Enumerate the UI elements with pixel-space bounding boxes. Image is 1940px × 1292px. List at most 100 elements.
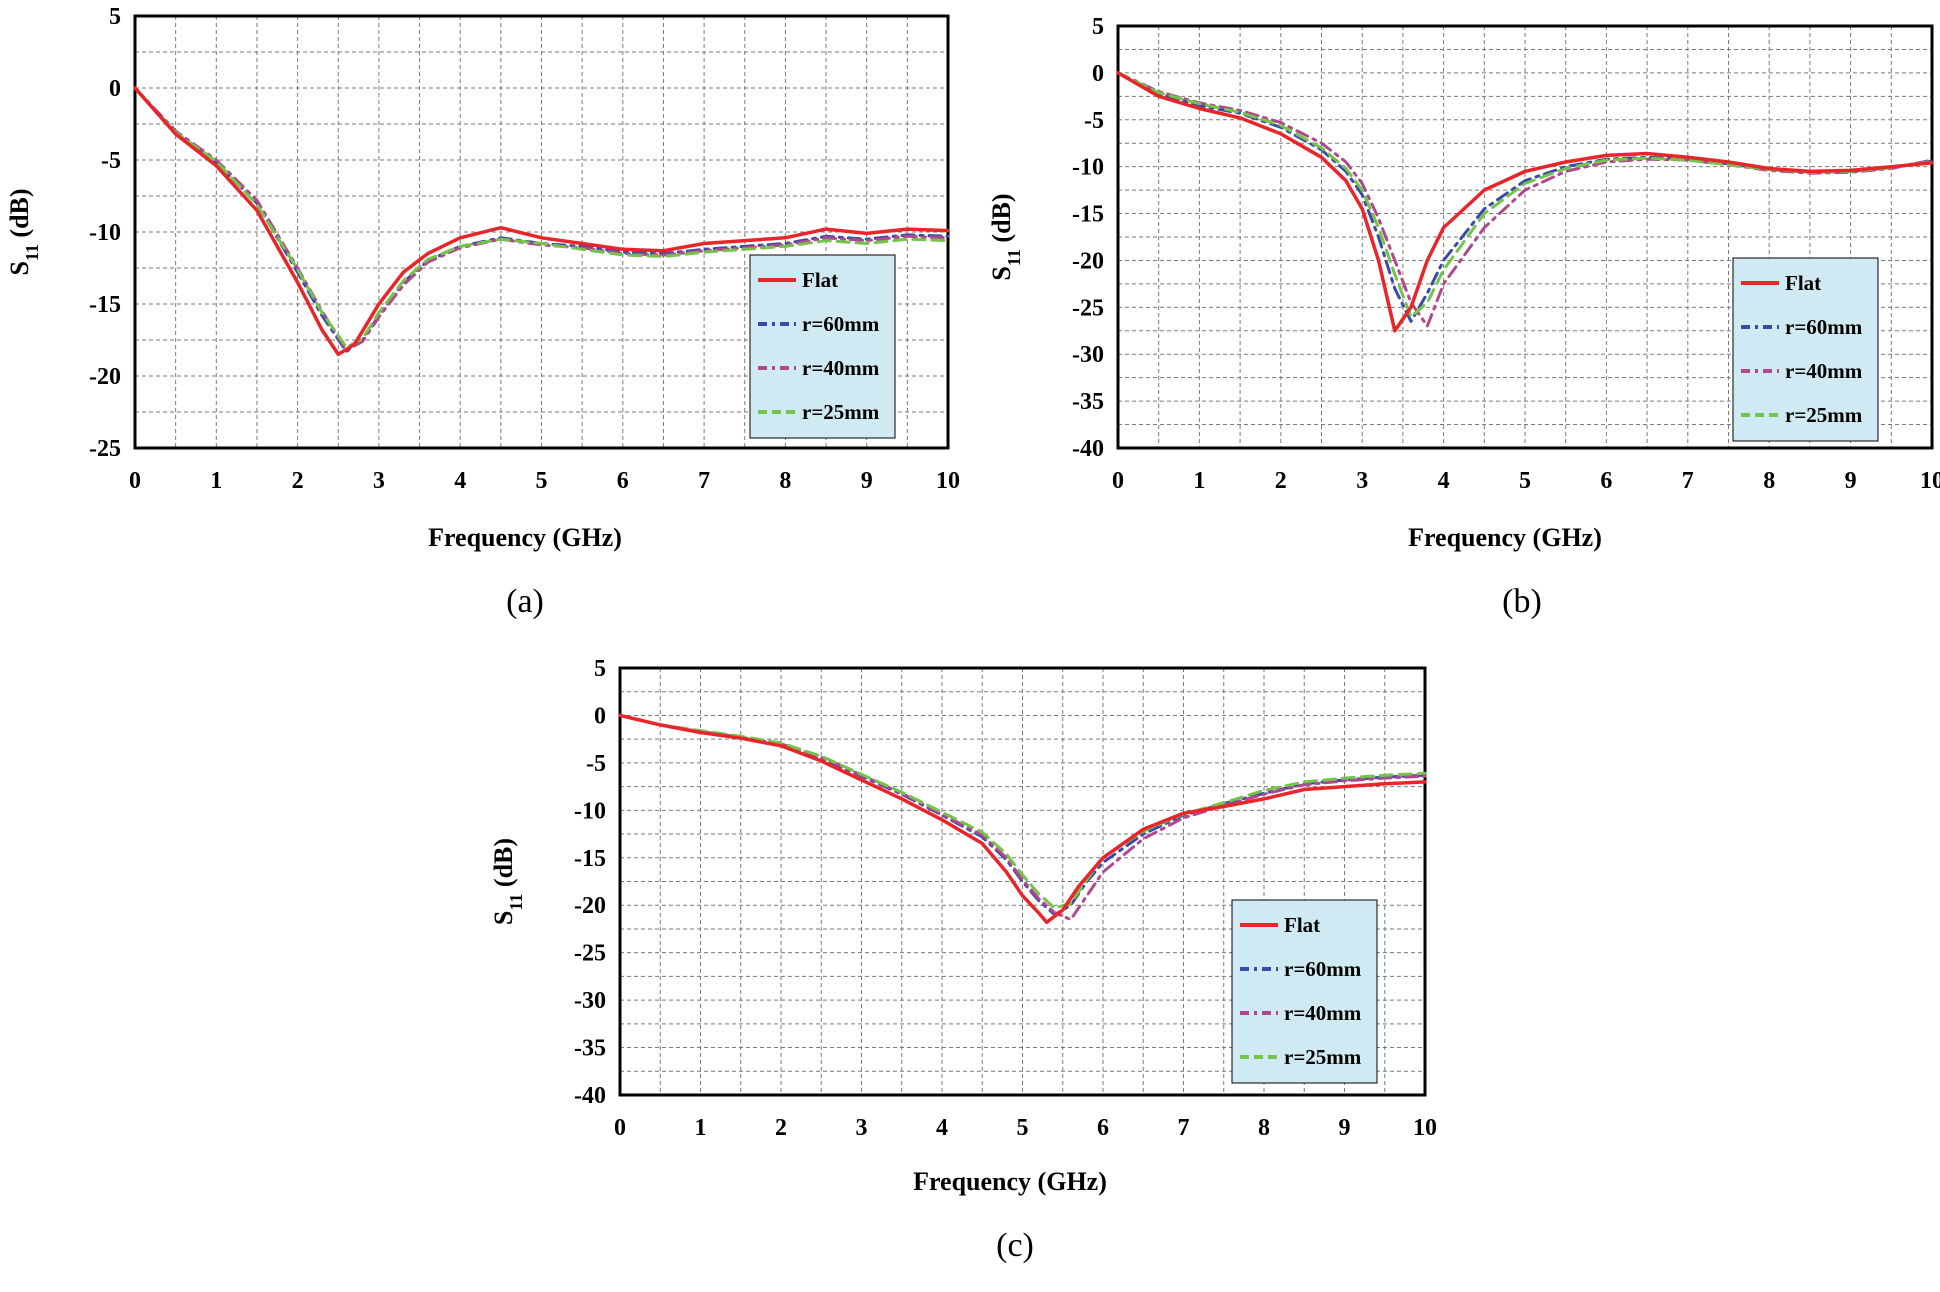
chart-panel-c: 5 0 -5 -10 -15 -20 -25 -30 -35 -40 0 1 2 3 4 5 6 7 8 9 10 Fre… bbox=[489, 656, 1437, 1264]
series-line-flat bbox=[1116, 71, 1934, 333]
x-tick-label: 2 bbox=[292, 468, 304, 494]
y-tick-label: -20 bbox=[89, 364, 121, 390]
x-tick-label: 1 bbox=[210, 468, 222, 494]
y-axis-title: S11 (dB) bbox=[5, 188, 42, 275]
x-tick-label: 10 bbox=[1413, 1115, 1437, 1141]
y-axis-title-main: S bbox=[489, 911, 518, 925]
y-axis-title-unit: (dB) bbox=[987, 193, 1016, 249]
y-tick-label: -5 bbox=[1084, 108, 1104, 134]
x-tick-label: 6 bbox=[1097, 1115, 1109, 1141]
x-axis-title: Frequency (GHz) bbox=[913, 1167, 1107, 1196]
y-tick-label: 5 bbox=[594, 656, 606, 682]
series-line-flat bbox=[618, 713, 1427, 925]
series-line-flat bbox=[133, 86, 950, 357]
legend-label: r=25mm bbox=[1284, 1045, 1362, 1069]
x-tick-label: 10 bbox=[1920, 468, 1940, 494]
x-tick-label: 3 bbox=[856, 1115, 868, 1141]
x-tick-label: 7 bbox=[698, 468, 710, 494]
y-tick-label: -5 bbox=[586, 751, 606, 777]
y-tick-label: -30 bbox=[574, 988, 606, 1014]
x-tick-label: 9 bbox=[1845, 468, 1857, 494]
x-tick-label: 8 bbox=[1763, 468, 1775, 494]
x-tick-label: 8 bbox=[779, 468, 791, 494]
x-tick-label: 5 bbox=[536, 468, 548, 494]
x-tick-label: 4 bbox=[1438, 468, 1450, 494]
panel-caption: (b) bbox=[1502, 583, 1542, 620]
series-line-r-25mm bbox=[133, 86, 950, 349]
y-tick-label: -30 bbox=[1072, 342, 1104, 368]
legend-label: r=25mm bbox=[802, 400, 880, 424]
y-tick-label: -10 bbox=[1072, 155, 1104, 181]
y-axis-title-sub: 11 bbox=[506, 894, 526, 911]
y-tick-label: -25 bbox=[574, 941, 606, 967]
series-line-r-25mm bbox=[618, 713, 1427, 910]
plot-frame bbox=[618, 666, 1427, 1097]
legend-label: r=40mm bbox=[1284, 1001, 1362, 1025]
x-tick-label: 4 bbox=[936, 1115, 948, 1141]
series-line-r-40mm bbox=[1116, 71, 1934, 328]
plot-frame bbox=[1116, 24, 1934, 450]
legend-label: r=60mm bbox=[1785, 315, 1863, 339]
x-tick-label: 0 bbox=[614, 1115, 626, 1141]
y-tick-label: -10 bbox=[89, 220, 121, 246]
x-tick-label: 6 bbox=[1600, 468, 1612, 494]
legend: Flat r=60mm r=40mm r=25mm bbox=[1231, 899, 1378, 1084]
x-tick-label: 2 bbox=[775, 1115, 787, 1141]
y-tick-label: 0 bbox=[1092, 61, 1104, 87]
x-tick-label: 0 bbox=[129, 468, 141, 494]
panel-caption: (a) bbox=[506, 583, 544, 620]
x-tick-label: 7 bbox=[1178, 1115, 1190, 1141]
y-tick-label: -15 bbox=[89, 292, 121, 318]
x-tick-label: 8 bbox=[1258, 1115, 1270, 1141]
x-axis-title: Frequency (GHz) bbox=[428, 523, 622, 552]
x-tick-label: 5 bbox=[1519, 468, 1531, 494]
x-tick-label: 4 bbox=[454, 468, 466, 494]
x-tick-label: 9 bbox=[1339, 1115, 1351, 1141]
y-tick-label: -20 bbox=[1072, 248, 1104, 274]
y-tick-label: -20 bbox=[574, 893, 606, 919]
y-tick-label: -25 bbox=[89, 436, 121, 462]
legend-label: r=60mm bbox=[1284, 957, 1362, 981]
x-tick-label: 0 bbox=[1112, 468, 1124, 494]
legend-label: r=40mm bbox=[802, 356, 880, 380]
legend-label: Flat bbox=[1284, 913, 1320, 937]
y-axis-title-main: S bbox=[5, 261, 34, 275]
y-tick-label: -15 bbox=[574, 846, 606, 872]
chart-panel-a: 5 0 -5 -10 -15 -20 -25 0 1 2 3 4 5 6 7 8 9 10 Frequency (G… bbox=[5, 4, 960, 620]
y-tick-label: -35 bbox=[574, 1036, 606, 1062]
x-tick-label: 6 bbox=[617, 468, 629, 494]
y-tick-label: -15 bbox=[1072, 202, 1104, 228]
y-tick-label: -40 bbox=[1072, 436, 1104, 462]
legend-label: Flat bbox=[1785, 271, 1821, 295]
x-tick-label: 10 bbox=[936, 468, 960, 494]
legend-label: Flat bbox=[802, 268, 838, 292]
y-tick-label: 5 bbox=[109, 4, 121, 30]
chart-panel-b: 5 0 -5 -10 -15 -20 -25 -30 -35 -40 0 1 2 3 4 5 6 7 8 9 10 Fre… bbox=[987, 14, 1940, 620]
y-axis-title-sub: 11 bbox=[22, 244, 42, 261]
y-axis-title-main: S bbox=[987, 266, 1016, 280]
x-tick-label: 7 bbox=[1682, 468, 1694, 494]
legend: Flat r=60mm r=40mm r=25mm bbox=[749, 254, 896, 439]
legend-box bbox=[1231, 899, 1378, 1084]
y-axis-title-unit: (dB) bbox=[489, 838, 518, 894]
legend-box bbox=[749, 254, 896, 439]
y-tick-label: -25 bbox=[1072, 295, 1104, 321]
x-tick-label: 9 bbox=[861, 468, 873, 494]
x-tick-label: 5 bbox=[1017, 1115, 1029, 1141]
y-tick-label: 0 bbox=[594, 703, 606, 729]
x-tick-label: 1 bbox=[695, 1115, 707, 1141]
x-tick-label: 3 bbox=[1356, 468, 1368, 494]
legend-label: r=40mm bbox=[1785, 359, 1863, 383]
legend: Flat r=60mm r=40mm r=25mm bbox=[1732, 257, 1879, 442]
legend-label: r=25mm bbox=[1785, 403, 1863, 427]
y-tick-label: -35 bbox=[1072, 389, 1104, 415]
x-tick-label: 2 bbox=[1275, 468, 1287, 494]
legend-label: r=60mm bbox=[802, 312, 880, 336]
x-axis-title: Frequency (GHz) bbox=[1408, 523, 1602, 552]
y-tick-label: 5 bbox=[1092, 14, 1104, 40]
x-tick-label: 1 bbox=[1193, 468, 1205, 494]
y-axis-title: S11 (dB) bbox=[987, 193, 1024, 280]
y-axis-title-unit: (dB) bbox=[5, 188, 34, 244]
